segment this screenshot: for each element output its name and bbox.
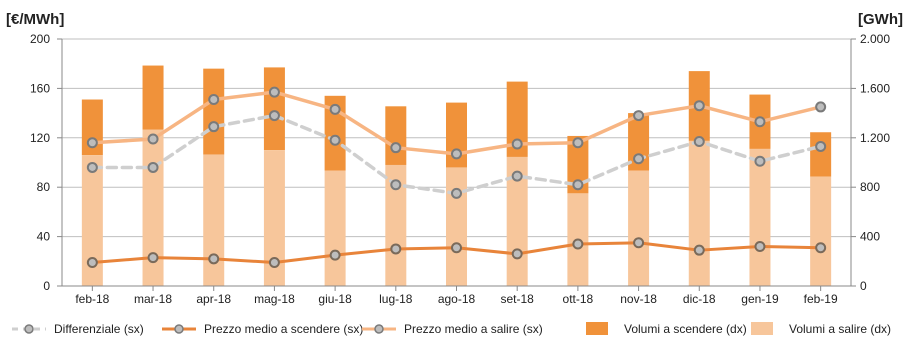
x-axis-tick-label: mar-18 — [134, 292, 172, 306]
left-axis-tick-label: 200 — [30, 32, 50, 46]
bar-volumi-a-scendere — [810, 132, 832, 177]
left-axis-tick-label: 160 — [30, 81, 50, 95]
bar-volumi-a-salire — [688, 140, 710, 286]
prezzo-salire-point — [693, 100, 705, 112]
differenziale-point — [754, 155, 766, 167]
bar-volumi-a-scendere — [506, 81, 528, 157]
differenziale-point — [390, 179, 402, 191]
differenziale-point — [815, 140, 827, 152]
differenziale-point — [268, 110, 280, 122]
prezzo-salire-point — [511, 138, 523, 150]
prezzo-salire-point — [572, 137, 584, 149]
prezzo-scendere-point — [693, 244, 705, 256]
right-axis-tick-label: 800 — [860, 180, 880, 194]
bar-volumi-a-salire — [203, 154, 225, 286]
prezzo-salire-point — [390, 142, 402, 154]
tick-labels: 0 0 40 400 80 800 120 1.200 160 1.600 200 2.000 feb-… — [30, 32, 890, 306]
bar-volumi-a-scendere — [263, 67, 285, 151]
x-axis-tick-label: ago-18 — [438, 292, 476, 306]
left-axis-tick-label: 120 — [30, 131, 50, 145]
differenziale-point — [693, 136, 705, 148]
bar-volumi-a-salire — [810, 176, 832, 286]
bar-volumi-a-scendere — [385, 106, 407, 165]
legend-swatch-marker — [374, 324, 384, 334]
prezzo-scendere-point — [572, 238, 584, 250]
x-axis-tick-label: feb-18 — [75, 292, 109, 306]
prezzo-salire-point — [451, 148, 462, 160]
legend-swatch-marker — [174, 324, 184, 334]
legend-swatch-marker — [24, 324, 34, 334]
legend-label: Volumi a scendere (dx) — [624, 322, 747, 336]
legend-label: Prezzo medio a scendere (sx) — [204, 322, 363, 336]
left-axis-unit: [€/MWh] — [6, 11, 64, 28]
left-axis-tick-label: 0 — [43, 279, 50, 293]
prezzo-scendere-point — [268, 257, 280, 269]
axes-layer — [57, 38, 856, 291]
right-axis-unit: [GWh] — [858, 11, 903, 28]
differenziale-point — [511, 170, 523, 182]
x-axis-tick-label: feb-19 — [804, 292, 838, 306]
differenziale-point — [451, 187, 462, 199]
differenziale-point — [329, 134, 341, 146]
right-axis-tick-label: 2.000 — [860, 32, 890, 46]
prezzo-scendere-point — [451, 242, 462, 254]
prezzo-salire-point — [208, 94, 220, 106]
x-axis-tick-label: ott-18 — [563, 292, 594, 306]
x-axis-tick-label: apr-18 — [196, 292, 231, 306]
bar-volumi-a-salire — [385, 164, 407, 286]
right-axis-tick-label: 1.600 — [860, 81, 890, 95]
prezzo-scendere-point — [511, 248, 523, 260]
prezzo-scendere-point — [633, 237, 645, 249]
legend-label: Differenziale (sx) — [54, 322, 144, 336]
prezzo-scendere-point — [208, 253, 220, 265]
legend-label: Prezzo medio a salire (sx) — [404, 322, 543, 336]
bar-volumi-a-scendere — [142, 65, 164, 130]
bar-volumi-a-salire — [324, 170, 346, 286]
prezzo-salire-point — [815, 101, 827, 113]
lines-layer — [86, 86, 827, 269]
prezzo-salire-point — [86, 137, 98, 149]
x-axis-tick-label: giu-18 — [318, 292, 352, 306]
differenziale-point — [572, 179, 584, 191]
prezzo-salire-point — [147, 133, 159, 145]
bar-volumi-a-scendere — [203, 68, 225, 155]
x-axis-tick-label: set-18 — [501, 292, 535, 306]
prezzo-scendere-point — [147, 252, 159, 264]
bar-volumi-a-scendere — [567, 135, 589, 194]
legend-swatch — [586, 322, 608, 335]
x-axis-tick-label: dic-18 — [683, 292, 716, 306]
prezzo-salire-point — [268, 86, 280, 98]
prezzo-salire-point — [754, 116, 766, 128]
bar-volumi-a-salire — [749, 148, 771, 286]
prezzo-scendere-point — [754, 240, 766, 252]
x-axis-tick-label: lug-18 — [379, 292, 413, 306]
prezzo-scendere-point — [329, 249, 341, 261]
legend: Differenziale (sx) Prezzo medio a scender… — [12, 322, 891, 336]
right-axis-tick-label: 1.200 — [860, 131, 890, 145]
right-axis-tick-label: 400 — [860, 230, 880, 244]
bar-volumi-a-salire — [263, 150, 285, 286]
bar-volumi-a-salire — [446, 167, 467, 286]
left-axis-tick-label: 40 — [37, 230, 51, 244]
legend-label: Volumi a salire (dx) — [789, 322, 891, 336]
prezzo-salire-point — [633, 110, 645, 122]
prezzo-scendere-point — [390, 243, 402, 255]
differenziale-point — [147, 161, 159, 173]
legend-swatch — [751, 322, 773, 335]
differenziale-point — [86, 161, 98, 173]
differenziale-point — [208, 121, 220, 133]
bar-volumi-a-salire — [628, 170, 650, 286]
bar-volumi-a-salire — [81, 155, 103, 286]
right-axis-tick-label: 0 — [860, 279, 867, 293]
left-axis-tick-label: 80 — [37, 180, 51, 194]
prezzo-scendere-point — [86, 257, 98, 269]
prezzo-salire-point — [329, 103, 341, 115]
bars-layer — [81, 65, 832, 286]
x-axis-tick-label: nov-18 — [620, 292, 657, 306]
prezzo-scendere-point — [815, 242, 827, 254]
x-axis-tick-label: mag-18 — [254, 292, 295, 306]
x-axis-tick-label: gen-19 — [741, 292, 779, 306]
differenziale-point — [633, 153, 645, 165]
